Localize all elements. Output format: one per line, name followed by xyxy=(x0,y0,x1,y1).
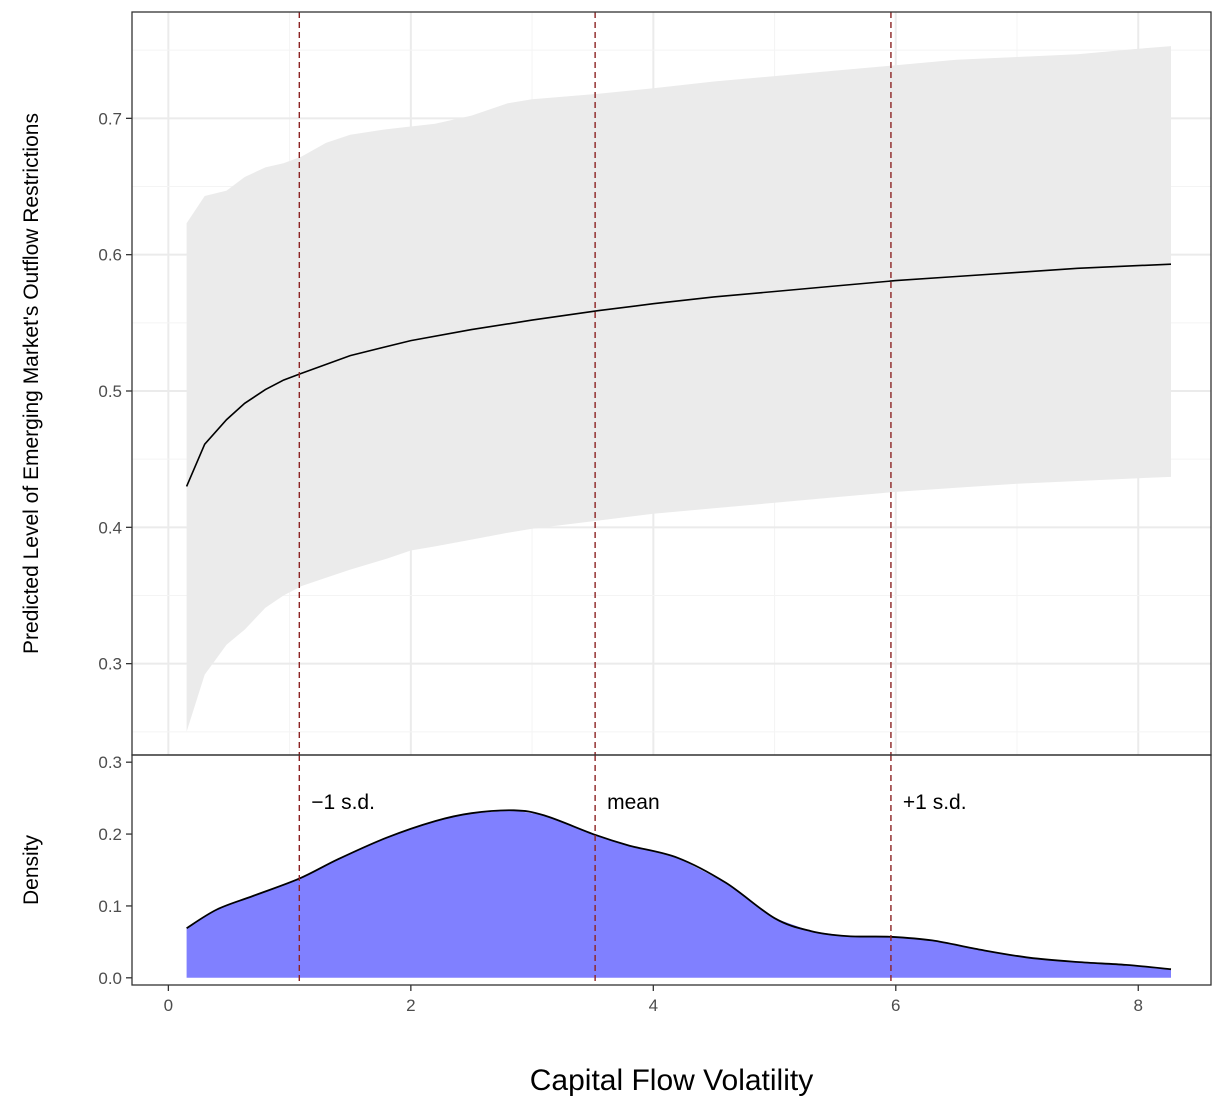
x-tick-label: 8 xyxy=(1134,996,1143,1015)
bottom-y-axis-ticks: 0.0 0.1 0.2 0.3 xyxy=(98,753,132,988)
top-y-tick-label: 0.7 xyxy=(98,109,122,128)
predicted-line xyxy=(185,263,1172,487)
bottom-y-axis-title: Density xyxy=(20,834,43,905)
x-axis-title: Capital Flow Volatility xyxy=(530,1064,813,1097)
density-panel: −1 s.d. mean +1 s.d. 0.0 0.1 0.2 0.3 0 2 4 6 8 xyxy=(98,753,1212,1015)
reference-line-label: −1 s.d. xyxy=(311,791,375,814)
bottom-panel-border xyxy=(131,754,1212,986)
reference-line-labels: −1 s.d. mean +1 s.d. xyxy=(311,791,966,814)
bottom-y-tick-label: 0.1 xyxy=(98,897,122,916)
top-y-axis-ticks: 0.3 0.4 0.5 0.6 0.7 xyxy=(98,109,132,674)
bottom-y-tick-label: 0.2 xyxy=(98,825,122,844)
predicted-level-panel: 0.3 0.4 0.5 0.6 0.7 xyxy=(98,11,1212,756)
reference-line-label: mean xyxy=(607,791,660,814)
confidence-ribbon xyxy=(186,46,1172,732)
bottom-y-tick-label: 0.3 xyxy=(98,753,122,772)
top-y-axis-title: Predicted Level of Emerging Market's Out… xyxy=(20,113,43,654)
x-tick-label: 2 xyxy=(406,996,415,1015)
x-tick-label: 6 xyxy=(891,996,900,1015)
density-area xyxy=(186,810,1172,978)
reference-line-label: +1 s.d. xyxy=(903,791,967,814)
density-line xyxy=(186,809,1172,971)
bottom-y-tick-label: 0.0 xyxy=(98,969,122,988)
x-tick-label: 0 xyxy=(164,996,173,1015)
x-tick-label: 4 xyxy=(649,996,658,1015)
top-y-tick-label: 0.3 xyxy=(98,655,122,674)
top-y-tick-label: 0.6 xyxy=(98,246,122,265)
top-reference-lines xyxy=(298,12,892,755)
top-y-tick-label: 0.4 xyxy=(98,518,122,537)
bottom-reference-lines xyxy=(298,755,892,985)
x-axis-ticks: 0 2 4 6 8 xyxy=(164,985,1143,1015)
top-y-tick-label: 0.5 xyxy=(98,382,122,401)
